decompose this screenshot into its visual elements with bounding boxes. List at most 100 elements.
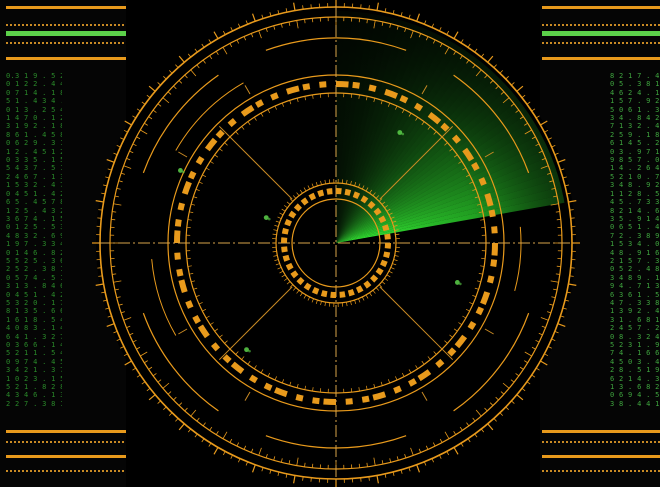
inner-tick — [120, 311, 125, 314]
outer-tick — [148, 394, 156, 401]
inner-tick — [366, 19, 368, 24]
inner-tick — [265, 27, 268, 32]
sweep-slice — [336, 44, 478, 244]
outer-tick — [95, 283, 104, 286]
mid-tick — [373, 383, 376, 388]
inner-tick — [202, 422, 206, 427]
center-dash — [360, 195, 369, 204]
mid-dash — [480, 291, 491, 305]
right-data-line: 3 4 . 8 4 2 — [610, 114, 660, 123]
center-tick — [277, 216, 282, 219]
inner-tick — [196, 64, 200, 69]
inner-tick — [129, 332, 134, 336]
inner-tick — [126, 325, 131, 329]
center-dash — [282, 254, 290, 262]
inner-tick — [549, 303, 554, 306]
sweep-slice — [336, 123, 548, 243]
inner-tick — [475, 409, 482, 417]
inner-tick — [410, 447, 414, 456]
left-data-line: 0 3 6 6 . 1 4 1 — [6, 341, 62, 349]
mid-tick — [480, 219, 485, 221]
center-tick — [296, 290, 300, 294]
inner-tick — [118, 180, 123, 183]
inner-tick — [425, 36, 429, 41]
left-data-line: 2 5 2 . 3 8 1 4 — [6, 265, 62, 274]
mid-tick — [304, 96, 306, 101]
center-tick — [378, 198, 383, 202]
center-tick — [381, 281, 386, 285]
mid-dash — [372, 391, 387, 401]
radar-blip — [459, 282, 462, 286]
right-data-line: 7 2 . 3 8 9 — [610, 231, 660, 240]
outer-tick — [516, 394, 524, 401]
mid-dash — [487, 275, 495, 284]
outer-tick — [178, 55, 185, 63]
center-tick — [361, 185, 365, 190]
center-tick — [365, 294, 369, 299]
inner-tick — [495, 396, 499, 401]
center-dash — [288, 210, 297, 219]
left-data-line: 0 7 1 4 . 1 8 7 — [6, 88, 62, 97]
radial-marker — [244, 85, 251, 95]
center-tick — [307, 296, 311, 301]
mid-tick — [274, 105, 277, 110]
center-tick — [392, 263, 397, 266]
inner-tick — [144, 122, 148, 126]
inner-tick — [502, 382, 510, 389]
mid-dash — [240, 104, 255, 117]
inner-tick — [410, 30, 414, 39]
right-data-line: 0 8 . 3 2 4 — [610, 332, 660, 341]
left-data-line: 0 4 5 1 . 4 2 2 — [6, 189, 62, 198]
left-data-line: 2 4 6 7 . 1 3 6 — [6, 172, 62, 181]
center-tick — [384, 205, 388, 209]
mid-tick — [191, 280, 196, 283]
mid-tick — [235, 131, 239, 135]
mid-tick — [304, 385, 306, 390]
inner-tick — [535, 339, 540, 343]
mid-tick — [408, 112, 412, 117]
center-tick — [307, 185, 311, 190]
mid-tick — [274, 376, 277, 381]
right-data-line: 0 3 . 9 7 1 — [610, 147, 660, 156]
mid-tick — [254, 117, 257, 121]
outer-tick — [540, 360, 548, 366]
center-dash — [326, 188, 333, 195]
range-arc — [142, 312, 219, 412]
mid-tick — [312, 94, 314, 99]
mid-dash — [399, 95, 409, 104]
mid-dash — [435, 358, 445, 369]
inner-tick — [114, 195, 119, 198]
mid-tick — [478, 211, 483, 213]
center-tick — [273, 229, 278, 231]
center-dash — [383, 251, 391, 259]
right-data-line: 8 2 1 7 . 4 — [610, 72, 660, 80]
range-arc — [453, 312, 530, 412]
mid-tick — [214, 328, 219, 332]
mid-tick — [224, 142, 228, 146]
crosshair — [98, 5, 574, 481]
mid-dash — [471, 161, 480, 171]
center-tick — [292, 195, 297, 199]
center-tick — [378, 284, 383, 288]
center-tick — [275, 220, 280, 223]
center-dash — [339, 291, 346, 298]
inner-tick — [472, 417, 476, 422]
outer-tick — [568, 283, 577, 286]
mid-tick — [395, 105, 398, 110]
mid-dash — [248, 374, 259, 384]
inner-tick — [202, 59, 206, 64]
right-data-line: 0 6 9 4 . 5 — [610, 391, 660, 400]
mid-tick — [198, 302, 203, 305]
mid-dash — [440, 122, 450, 132]
center-dash — [347, 289, 355, 297]
radial-marker — [421, 85, 428, 95]
outer-tick — [251, 13, 256, 22]
center-tick — [303, 187, 307, 192]
right-data-line: 9 8 5 7 . 0 — [610, 156, 660, 165]
inner-tick — [553, 195, 558, 198]
center-tick — [281, 274, 286, 278]
center-tick — [289, 284, 294, 288]
mid-tick — [433, 351, 437, 355]
left-data-line: 1 0 2 3 . 1 5 1 — [6, 374, 62, 383]
inner-tick — [444, 47, 450, 55]
